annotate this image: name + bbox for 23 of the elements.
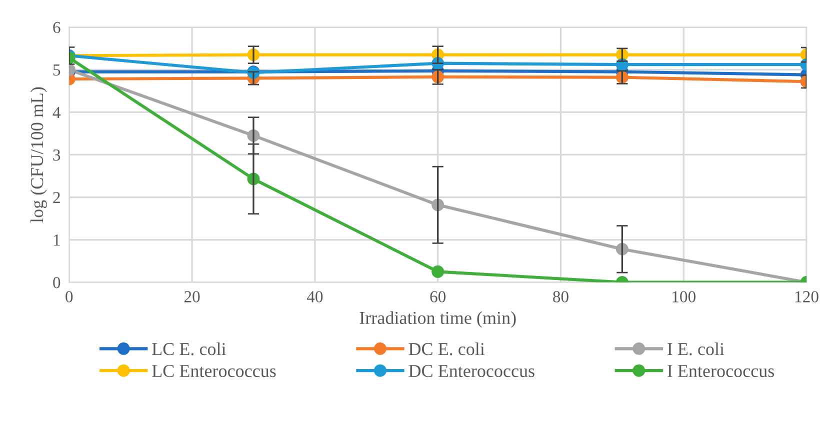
x-tick-label: 60 [430,291,446,302]
y-tick-label: 6 [53,22,60,34]
y-tick-label: 5 [53,64,60,76]
x-tick-label: 100 [672,291,696,302]
x-tick-label: 20 [184,291,200,302]
x-tick-label: 40 [306,291,323,302]
y-tick-label: 3 [53,149,60,161]
y-tick-label: 0 [53,277,60,288]
legend-label: LC E. coli [152,342,226,356]
y-tick-label: 4 [52,107,61,118]
y-axis-title: log (CFU/100 mL) [30,87,47,223]
x-tick-label: 120 [796,291,818,302]
x-tick-label: 80 [553,291,568,302]
y-tick-label: 2 [53,192,60,204]
legend-label: DC Enterococcus [408,364,534,378]
y-tick-label: 1 [54,234,60,246]
legend-label: I Enterococcus [668,365,774,378]
x-tick-label: 0 [66,291,73,302]
legend-label: LC Enterococcus [152,364,276,378]
legend-label: I E. coli [668,342,724,356]
point [432,265,444,278]
legend-label: DC E. coli [408,342,485,356]
x-axis-title: Irradiation time (min) [360,311,516,328]
